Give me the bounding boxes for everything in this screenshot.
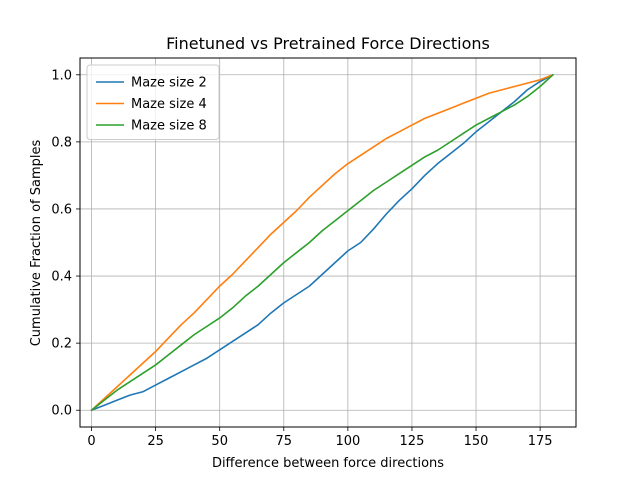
legend-label-1: Maze size 2 xyxy=(131,76,207,91)
x-tick-label: 50 xyxy=(211,434,228,449)
y-tick-label: 0.4 xyxy=(51,270,72,285)
legend-label-2: Maze size 4 xyxy=(131,97,207,112)
x-tick-label: 150 xyxy=(464,434,489,449)
legend: Maze size 2 Maze size 4 Maze size 8 xyxy=(86,64,220,140)
series-line-2 xyxy=(90,73,554,412)
y-tick-label: 0.0 xyxy=(51,404,72,419)
series-line-3 xyxy=(90,73,554,412)
plot-frame xyxy=(79,57,577,428)
axis-ticks: 0 25 50 75 100 125 150 175 0.0 0.2 0.4 0.6 0.8 1.0 xyxy=(51,68,552,449)
legend-entries: Maze size 2 Maze size 4 Maze size 8 xyxy=(96,76,207,134)
y-axis-label: Cumulative Fraction of Samples xyxy=(29,140,44,347)
y-tick-label: 1.0 xyxy=(51,68,72,83)
x-tick-label: 25 xyxy=(147,434,164,449)
series-lines xyxy=(90,73,554,412)
chart-title: Finetuned vs Pretrained Force Directions xyxy=(166,34,490,53)
y-tick-label: 0.2 xyxy=(51,337,72,352)
x-tick-label: 0 xyxy=(87,434,95,449)
x-tick-label: 175 xyxy=(528,434,553,449)
x-axis-label: Difference between force directions xyxy=(212,456,444,471)
x-tick-label: 75 xyxy=(276,434,293,449)
legend-label-3: Maze size 8 xyxy=(131,119,207,134)
x-tick-label: 125 xyxy=(400,434,425,449)
grid-lines xyxy=(80,58,576,427)
series-line-1 xyxy=(90,73,554,412)
legend-box xyxy=(86,64,220,140)
y-tick-label: 0.6 xyxy=(51,202,72,217)
y-tick-label: 0.8 xyxy=(51,135,72,150)
x-tick-label: 100 xyxy=(335,434,360,449)
